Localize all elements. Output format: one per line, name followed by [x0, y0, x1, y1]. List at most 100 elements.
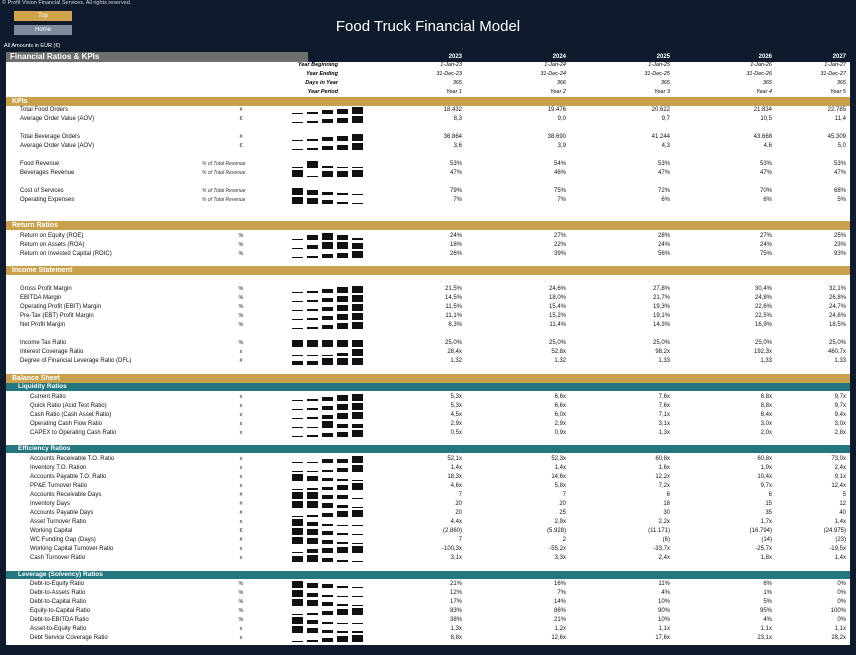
row-note: % of Total Revenue [202, 197, 246, 203]
spark-bar [307, 538, 318, 544]
section-kpis: KPIs [6, 97, 850, 106]
sparkline [286, 294, 366, 303]
row-value: 20 [559, 501, 566, 507]
row-value: 4% [763, 617, 772, 623]
row-unit: % [238, 608, 244, 614]
row-value: 10% [657, 617, 670, 623]
row-value: 7,6x [658, 394, 670, 400]
spark-bar [292, 355, 303, 356]
row-value: 18% [449, 242, 462, 248]
table-row: Average Order Value (AOV) €3,6 3,9 4,3 4,6 5,… [6, 142, 850, 151]
row-value: 460,7x [827, 349, 846, 355]
spark-bar [322, 513, 333, 517]
spark-bar [307, 435, 318, 437]
row-unit: x [239, 626, 243, 632]
table-row: Debt-to-Assets Ratio% 12% 7% 4% 1% 0% [6, 589, 850, 598]
table-row: Total Beverage Orders #36.864 38.690 41.244… [6, 133, 850, 142]
spark-bar [292, 328, 303, 329]
row-value: 52,3x [551, 456, 566, 462]
row-value: 25,0% [548, 340, 566, 346]
row-value: 60,8x [655, 456, 670, 462]
row-unit: x [239, 403, 243, 409]
table-row: Current Ratio x 5,3x 6,6x 7,6x 8,8x 9,7x [6, 393, 850, 402]
spark-bar [352, 510, 363, 517]
home-button[interactable]: Home [14, 25, 72, 35]
spark-bar [322, 524, 333, 526]
table-row: CAPEX to Operating Cash Ratio x 0,5x 0,9x 1,… [6, 429, 850, 438]
year-header-3: 2025 [656, 54, 670, 60]
spark-bar [307, 613, 318, 615]
row-label: Working Capital Turnover Ratio [30, 546, 114, 552]
spark-bar [292, 528, 303, 535]
spark-bar [292, 436, 303, 437]
page-title: Food Truck Financial Model [335, 18, 521, 35]
sparkline [286, 464, 366, 473]
row-value: 11,4% [549, 322, 566, 328]
row-value: -100,3x [441, 546, 462, 552]
row-value: 19,3% [652, 304, 670, 310]
row-label: Operating Expenses [20, 197, 75, 203]
sparkline [286, 616, 366, 625]
row-value: 1,4x [834, 519, 846, 525]
row-unit: % [238, 590, 244, 596]
row-value: 20.622 [651, 107, 670, 113]
row-value: 2,2x [658, 519, 670, 525]
row-unit: % [238, 322, 244, 328]
row-label: Quick Ratio (Acid Test Ratio) [30, 403, 107, 409]
spark-bar [322, 137, 333, 141]
row-value: 23% [833, 242, 846, 248]
sparkline [286, 303, 366, 312]
row-label: Cost of Services [20, 188, 64, 194]
spark-bar [322, 540, 333, 544]
row-label: Debt-to-EBITDA Ratio [30, 617, 89, 623]
row-label: Accounts Receivable T.O. Ratio [30, 456, 115, 462]
spark-bar [337, 547, 348, 553]
table-row: PP&E Turnover Ratio x 4,6x 5,8x 7,2x 9,7x 12,4… [6, 482, 850, 491]
spark-bar [352, 295, 363, 302]
row-value: 0% [837, 599, 846, 605]
row-unit: x [239, 465, 243, 471]
row-value: 10,5 [760, 116, 772, 122]
section-balance: Balance Sheet [6, 374, 850, 383]
row-value: 9,7x [834, 403, 846, 409]
top-button[interactable]: Top [14, 11, 72, 21]
row-label: PP&E Turnover Ratio [30, 483, 88, 489]
sparkline [286, 429, 366, 438]
table-title: Financial Ratios & KPIs [6, 52, 308, 62]
row-unit: % [238, 313, 244, 319]
row-value: 43.668 [753, 134, 772, 140]
meta-label: Days in Year [305, 80, 338, 86]
spark-bar [322, 166, 333, 168]
spark-bar [337, 358, 348, 365]
meta-value: 1-Jan-27 [824, 62, 846, 68]
row-value: 0% [837, 590, 846, 596]
row-label: Total Beverage Orders [20, 134, 81, 140]
sparkline [286, 580, 366, 589]
spark-bar [307, 112, 318, 114]
spark-bar [292, 248, 303, 249]
row-value: 1,1x [760, 626, 772, 632]
year-header-2: 2024 [552, 54, 566, 60]
subsection-efficiency: Efficiency Ratios [6, 445, 850, 453]
spark-bar [307, 620, 318, 624]
row-value: 24% [657, 242, 670, 248]
row-value: 9,1x [834, 474, 846, 480]
row-value: 9,0 [557, 116, 566, 122]
table-row: Working Capital Turnover Ratio x -100,3x -5… [6, 545, 850, 554]
spark-bar [322, 558, 333, 562]
table-row: Accounts Payable T.O. Ratio x 18,3x 14,6x 12… [6, 473, 850, 482]
spark-bar [352, 304, 363, 311]
table-row: Inventory T.O. Ration x 1,4x 1,4x 1,6x 1,9x 2,… [6, 464, 850, 473]
meta-value: Year 1 [446, 89, 462, 95]
table-row: Debt-to-Capital Ratio% 17% 14% 10% 5% 0% [6, 598, 850, 607]
spark-bar [322, 307, 333, 311]
row-value: 7 [458, 537, 462, 543]
row-value: 1,8x [760, 555, 772, 561]
spark-bar [322, 622, 333, 624]
row-label: Accounts Payable Days [30, 510, 94, 516]
spark-bar [322, 146, 333, 150]
spark-bar [352, 412, 363, 419]
table-row: Asset Turnover Ratio x 4,4x 2,9x 2,2x 1,7x 1,4… [6, 518, 850, 527]
spark-bar [322, 584, 333, 588]
spark-bar [322, 254, 333, 258]
